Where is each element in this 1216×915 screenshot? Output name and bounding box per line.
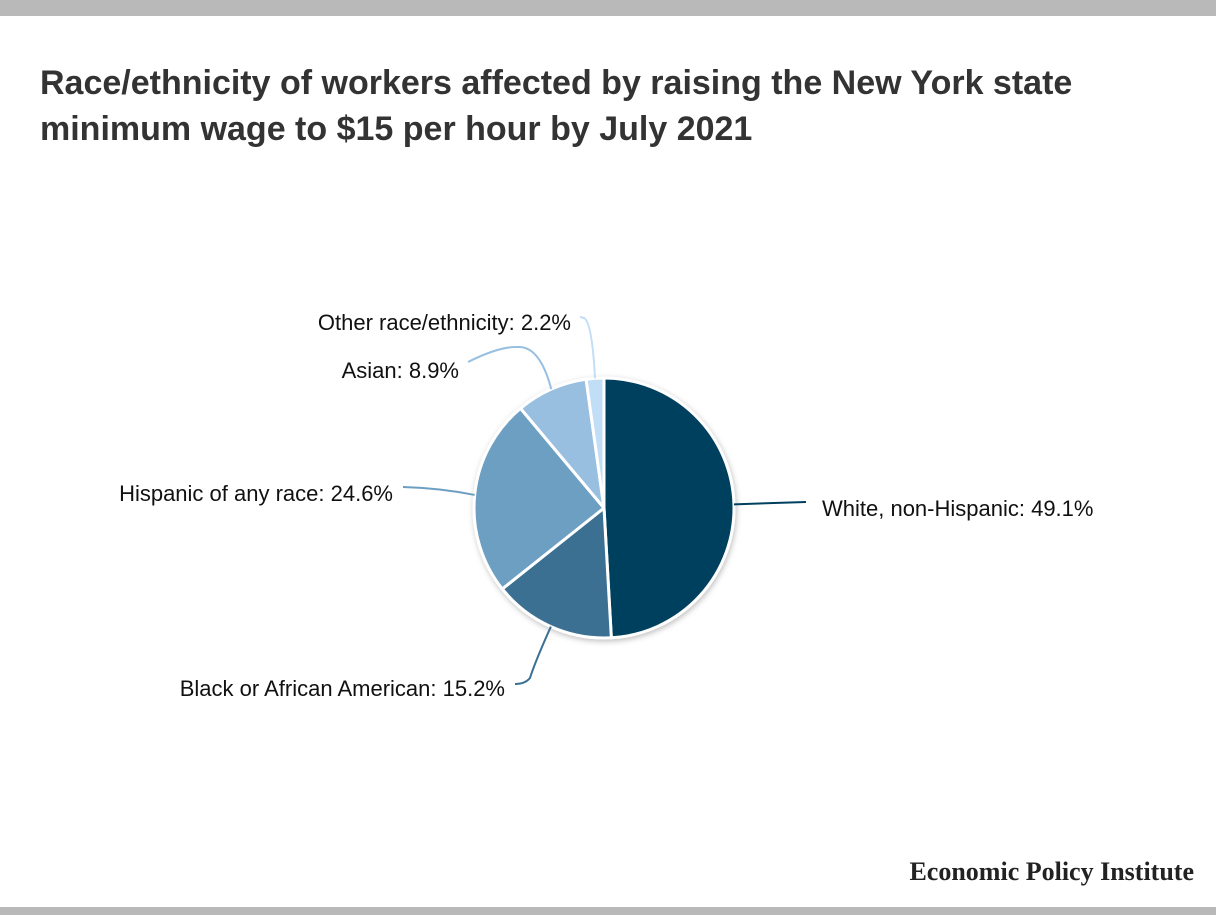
slice-label: Hispanic of any race: 24.6% (119, 481, 393, 506)
leader-line (579, 316, 597, 379)
leader-line (514, 626, 552, 685)
chart-title: Race/ethnicity of workers affected by ra… (40, 64, 1073, 148)
slice-labels: White, non-Hispanic: 49.1% Black or Afric… (119, 310, 1093, 701)
leader-line (467, 345, 553, 390)
leader-lines (402, 316, 807, 685)
source-credit: Economic Policy Institute (909, 857, 1194, 886)
bottom-frame-bar (0, 907, 1216, 915)
leader-line (733, 501, 807, 506)
pie-slice-black-or-african-american (500, 506, 613, 640)
leader-line (402, 486, 475, 496)
slice-label: Black or African American: 15.2% (180, 676, 505, 701)
slice-label: White, non-Hispanic: 49.1% (822, 496, 1093, 521)
slice-label: Asian: 8.9% (342, 358, 459, 383)
slice-label: Other race/ethnicity: 2.2% (318, 310, 571, 335)
pie-slice-white-non-hispanic (602, 376, 736, 640)
top-frame-bar (0, 0, 1216, 16)
pie-slice-hispanic-of-any-race (472, 406, 606, 591)
pie-slices (472, 376, 736, 640)
